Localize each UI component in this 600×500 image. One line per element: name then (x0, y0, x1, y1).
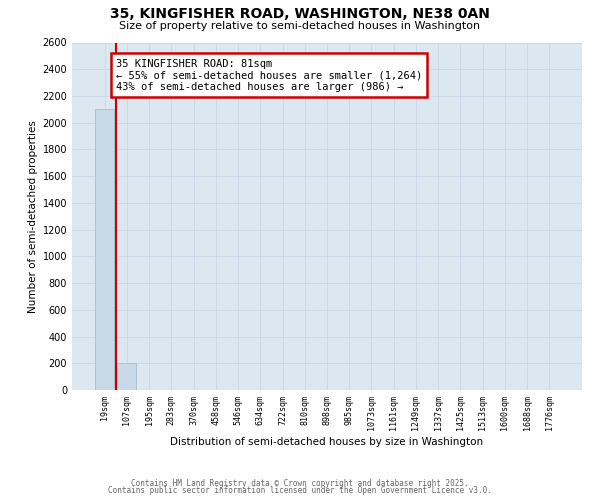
Text: Contains HM Land Registry data © Crown copyright and database right 2025.: Contains HM Land Registry data © Crown c… (131, 478, 469, 488)
X-axis label: Distribution of semi-detached houses by size in Washington: Distribution of semi-detached houses by … (170, 437, 484, 447)
Text: Size of property relative to semi-detached houses in Washington: Size of property relative to semi-detach… (119, 21, 481, 31)
Bar (95, 110, 114, 390)
Y-axis label: Number of semi-detached properties: Number of semi-detached properties (28, 120, 38, 312)
Text: 35 KINGFISHER ROAD: 81sqm
← 55% of semi-detached houses are smaller (1,264)
43% : 35 KINGFISHER ROAD: 81sqm ← 55% of semi-… (116, 58, 422, 92)
Text: 35, KINGFISHER ROAD, WASHINGTON, NE38 0AN: 35, KINGFISHER ROAD, WASHINGTON, NE38 0A… (110, 8, 490, 22)
Text: Contains public sector information licensed under the Open Government Licence v3: Contains public sector information licen… (108, 486, 492, 495)
Bar (118, 364, 136, 390)
